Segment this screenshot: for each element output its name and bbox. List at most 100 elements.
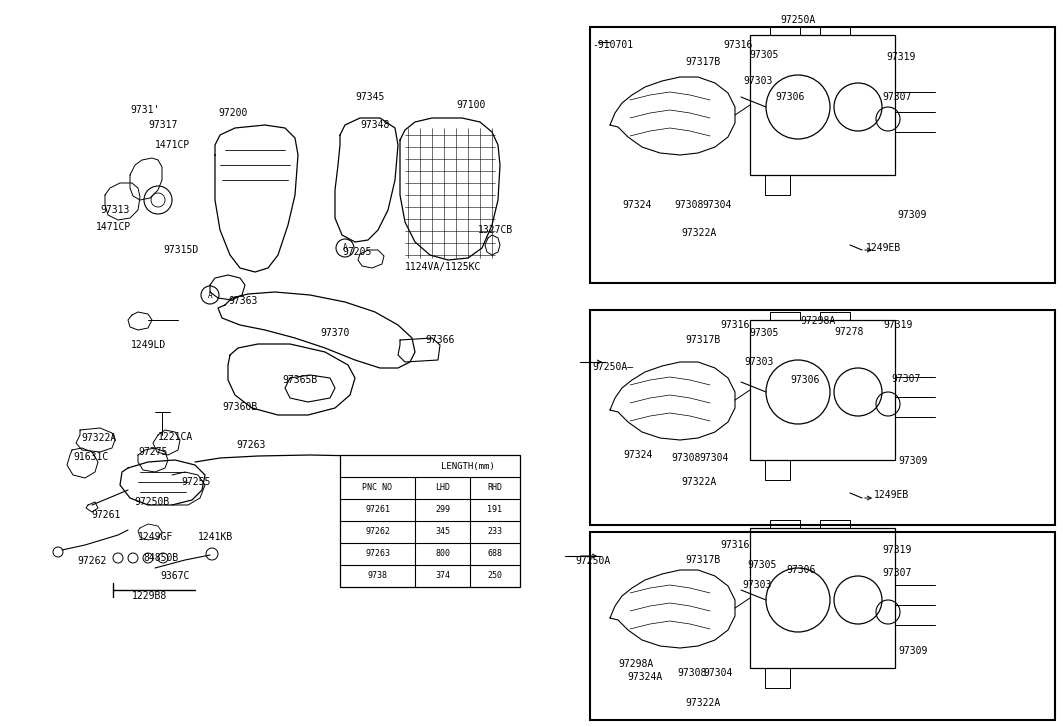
Text: 97316: 97316 xyxy=(720,540,749,550)
Text: 97250A: 97250A xyxy=(780,15,815,25)
Text: 233: 233 xyxy=(488,528,503,537)
Text: 97298A: 97298A xyxy=(800,316,836,326)
Text: 97304: 97304 xyxy=(702,200,731,210)
Text: 97319: 97319 xyxy=(883,320,912,330)
Text: 97306: 97306 xyxy=(786,565,815,575)
Text: RHD: RHD xyxy=(488,483,503,492)
Text: A: A xyxy=(207,291,213,300)
Text: 97313: 97313 xyxy=(100,205,130,215)
Text: 97304: 97304 xyxy=(699,453,728,463)
Text: 97307: 97307 xyxy=(882,568,911,578)
Text: 97316: 97316 xyxy=(720,320,749,330)
Text: 1249EB: 1249EB xyxy=(866,243,901,253)
Text: 97306: 97306 xyxy=(790,375,820,385)
Text: 9738: 9738 xyxy=(368,571,388,580)
Text: 97303: 97303 xyxy=(744,357,774,367)
Text: 97205: 97205 xyxy=(342,247,371,257)
Text: 97345: 97345 xyxy=(355,92,385,102)
Bar xyxy=(590,310,1054,525)
Text: 97307: 97307 xyxy=(882,92,911,102)
Text: 97322A: 97322A xyxy=(685,698,721,708)
Text: 97324: 97324 xyxy=(623,450,653,460)
Text: 97262: 97262 xyxy=(77,556,106,566)
Text: A: A xyxy=(342,244,348,252)
Bar xyxy=(750,35,895,175)
Text: 97261: 97261 xyxy=(91,510,120,520)
Text: 97324: 97324 xyxy=(622,200,652,210)
Text: 250: 250 xyxy=(488,571,503,580)
Text: 9731': 9731' xyxy=(130,105,159,115)
Text: 97308: 97308 xyxy=(677,668,707,678)
Text: LENGTH(mm): LENGTH(mm) xyxy=(441,462,494,470)
Text: 9367C: 9367C xyxy=(161,571,189,581)
Text: 97365B: 97365B xyxy=(282,375,317,385)
Text: 97324A: 97324A xyxy=(627,672,662,682)
Text: 97363: 97363 xyxy=(227,296,257,306)
Text: 191: 191 xyxy=(488,505,503,515)
Text: 1249GF: 1249GF xyxy=(138,532,173,542)
Text: 800: 800 xyxy=(435,550,450,558)
Text: 97275: 97275 xyxy=(138,447,167,457)
Text: -910701: -910701 xyxy=(592,40,634,50)
Text: 345: 345 xyxy=(435,528,450,537)
Text: 97303: 97303 xyxy=(743,76,773,86)
Text: 97317B: 97317B xyxy=(685,57,721,67)
Text: 97255: 97255 xyxy=(181,477,210,487)
Text: LHD: LHD xyxy=(435,483,450,492)
Text: 97250A: 97250A xyxy=(575,556,610,566)
Text: 97250B: 97250B xyxy=(134,497,169,507)
Text: 1327CB: 1327CB xyxy=(478,225,513,235)
Text: 97303: 97303 xyxy=(742,580,772,590)
Text: 97315D: 97315D xyxy=(163,245,199,255)
Text: 97360B: 97360B xyxy=(222,402,257,412)
Bar xyxy=(590,532,1054,720)
Text: 97100: 97100 xyxy=(456,100,486,110)
Text: 97263: 97263 xyxy=(236,440,266,450)
Text: 91631C: 91631C xyxy=(73,452,108,462)
Text: 97305: 97305 xyxy=(749,50,778,60)
Text: 1229B8: 1229B8 xyxy=(132,591,167,601)
Text: 1249EB: 1249EB xyxy=(874,490,909,500)
Text: 97370: 97370 xyxy=(320,328,350,338)
Text: 97366: 97366 xyxy=(425,335,454,345)
Text: 97322A: 97322A xyxy=(681,477,716,487)
Text: 97317: 97317 xyxy=(148,120,178,130)
Text: 97319: 97319 xyxy=(885,52,915,62)
Text: 97306: 97306 xyxy=(775,92,805,102)
Text: 97348: 97348 xyxy=(360,120,389,130)
Text: 97316: 97316 xyxy=(723,40,753,50)
Text: 97250A—: 97250A— xyxy=(592,362,634,372)
Bar xyxy=(340,455,520,587)
Text: 1221CA: 1221CA xyxy=(158,432,193,442)
Text: 97308: 97308 xyxy=(671,453,701,463)
Text: 1124VA/1125KC: 1124VA/1125KC xyxy=(405,262,482,272)
Text: 97309: 97309 xyxy=(898,456,927,466)
Text: 97309: 97309 xyxy=(898,646,927,656)
Text: 97305: 97305 xyxy=(749,328,778,338)
Text: 97261: 97261 xyxy=(365,505,390,515)
Text: 97200: 97200 xyxy=(218,108,248,118)
Text: 97317B: 97317B xyxy=(685,555,721,565)
Text: 97262: 97262 xyxy=(365,528,390,537)
Text: 1249LD: 1249LD xyxy=(131,340,166,350)
Bar xyxy=(590,27,1054,283)
Text: PNC NO: PNC NO xyxy=(362,483,392,492)
Text: 97298A: 97298A xyxy=(618,659,654,669)
Text: 97322A: 97322A xyxy=(81,433,116,443)
Text: 97322A: 97322A xyxy=(681,228,716,238)
Text: 1471CP: 1471CP xyxy=(96,222,131,232)
Text: 97317B: 97317B xyxy=(685,335,721,345)
Text: 97307: 97307 xyxy=(891,374,921,384)
Text: 1241KB: 1241KB xyxy=(198,532,233,542)
Text: 299: 299 xyxy=(435,505,450,515)
Text: 97319: 97319 xyxy=(882,545,911,555)
Text: 1471CP: 1471CP xyxy=(155,140,190,150)
Text: 688: 688 xyxy=(488,550,503,558)
Text: 97278: 97278 xyxy=(834,327,863,337)
Text: 84850B: 84850B xyxy=(144,553,179,563)
Text: 97309: 97309 xyxy=(897,210,926,220)
Text: 374: 374 xyxy=(435,571,450,580)
Text: 97263: 97263 xyxy=(365,550,390,558)
Text: 97305: 97305 xyxy=(747,560,776,570)
Bar xyxy=(750,320,895,460)
